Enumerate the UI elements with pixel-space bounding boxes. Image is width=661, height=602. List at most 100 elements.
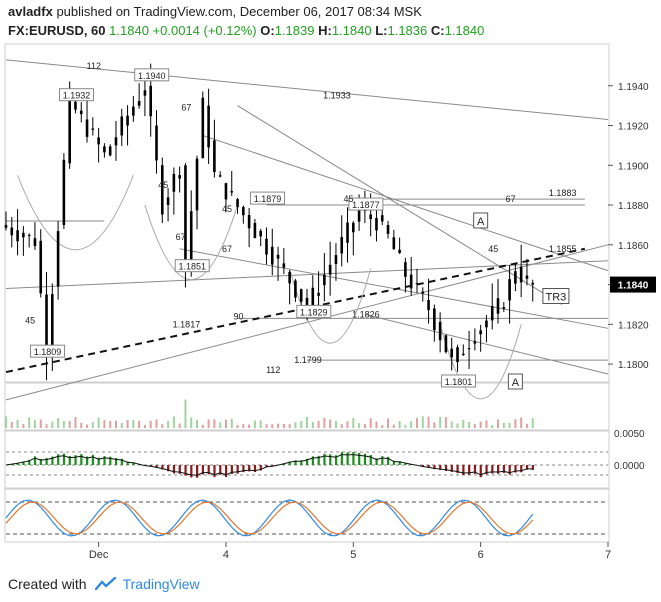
stoch-d-line — [75, 532, 82, 535]
stoch-k-line — [202, 499, 209, 503]
macd-bar — [473, 465, 477, 474]
stoch-d-line — [208, 501, 215, 505]
macd-bar — [97, 457, 100, 465]
macd-signal-line — [503, 470, 510, 474]
stoch-d-line — [439, 518, 447, 527]
macd-bar — [375, 458, 378, 465]
stoch-k-line — [520, 521, 528, 529]
candle-body — [114, 137, 118, 146]
y-tick-label: 1.1920 — [618, 122, 649, 133]
stoch-d-line — [190, 505, 198, 512]
candle-body — [467, 348, 471, 350]
price-label-box — [58, 88, 94, 102]
macd-signal-line — [376, 457, 383, 461]
stoch-k-line — [11, 504, 19, 512]
volume-bar — [294, 422, 297, 428]
macd-signal-line — [52, 455, 59, 459]
volume-bar — [149, 420, 152, 428]
macd-bar — [479, 465, 482, 478]
wave-label-box — [473, 212, 489, 229]
macd-histogram: 0.0000 0.0050 — [5, 429, 645, 478]
candle-body — [247, 214, 251, 229]
price-axis[interactable]: 1.1940 1.1920 1.1900 1.1880 1.1860 1.1840 1.18… — [608, 82, 649, 371]
macd-bar — [155, 465, 158, 468]
macd-bar — [444, 465, 448, 472]
candle-body — [450, 348, 454, 358]
macd-signal-line — [359, 454, 365, 457]
current-price-tag: 1.1840 — [610, 276, 656, 293]
volume-bars — [5, 399, 534, 428]
macd-signal-line — [416, 464, 423, 467]
candle-body — [461, 353, 465, 356]
volume-bar — [439, 416, 442, 428]
volume-bar — [190, 417, 193, 428]
candle-body — [91, 128, 95, 130]
volume-bar — [404, 424, 407, 428]
tradingview-link[interactable]: TradingView — [122, 576, 200, 592]
candle-body — [415, 283, 419, 285]
volume-bar — [132, 419, 135, 428]
candle-body — [218, 175, 222, 177]
macd-bar — [167, 465, 170, 472]
volume-bar — [22, 423, 25, 428]
stoch-d-line — [127, 503, 134, 510]
stoch-d-line — [11, 509, 19, 518]
publish-line: avladfx published on TradingView.com, De… — [8, 4, 422, 19]
stoch-d-line — [515, 530, 522, 535]
stoch-k-line — [399, 518, 406, 527]
stoch-k-line — [92, 510, 100, 519]
macd-signal-line — [451, 470, 458, 473]
stoch-d-line — [433, 525, 441, 532]
volume-bar — [497, 419, 500, 428]
volume-bar — [531, 418, 534, 428]
volume-bar — [28, 417, 31, 428]
stoch-d-line — [243, 531, 250, 535]
tradingview-logo-icon — [94, 577, 116, 591]
macd-signal-line — [179, 471, 186, 475]
volume-bar — [520, 417, 523, 428]
stoch-k-line — [376, 499, 383, 502]
symbol-line: FX:EURUSD, 60 1.1840 +0.0014 (+0.12%) O:… — [8, 23, 484, 38]
x-tick-label: Dec — [89, 549, 109, 561]
annotation-label: 1.1817 — [173, 319, 201, 329]
macd-bar — [363, 453, 367, 465]
macd-signal-line — [457, 471, 464, 474]
candle-body — [62, 159, 66, 225]
y-tick-label: 1.1860 — [618, 241, 649, 252]
macd-bar — [114, 457, 118, 465]
time-axis[interactable]: Dec 4 5 6 7 — [89, 542, 611, 561]
stoch-k-line — [277, 501, 285, 507]
main-pane[interactable] — [4, 43, 610, 383]
stoch-d-line — [416, 530, 424, 535]
macd-bar — [381, 456, 384, 465]
macd-bar — [196, 465, 199, 478]
stoch-k-line — [318, 526, 325, 533]
volume-bar — [62, 420, 65, 428]
stoch-d-line — [451, 506, 458, 514]
stoch-d-line — [300, 503, 308, 509]
stoch-d-line — [271, 511, 279, 519]
stoch-k-line — [480, 510, 487, 519]
stoch-k-line — [306, 511, 314, 521]
high-label: H: — [318, 23, 332, 38]
volume-bar — [219, 422, 222, 428]
volume-bar — [33, 420, 36, 428]
stoch-k-line — [17, 500, 24, 506]
macd-bar — [439, 465, 442, 471]
macd-bar — [392, 460, 396, 465]
candle-body — [74, 101, 77, 110]
macd-bar — [16, 462, 19, 465]
stoch-k-line — [86, 518, 94, 527]
stoch-d-line — [138, 514, 146, 523]
author-name[interactable]: avladfx — [8, 4, 53, 19]
macd-signal-line — [185, 473, 192, 476]
macd-signal-line — [92, 456, 99, 460]
annotation-label: 112 — [266, 365, 280, 375]
macd-bar — [109, 456, 112, 465]
stoch-k-line — [225, 519, 233, 528]
candle-body — [404, 262, 407, 277]
annotation-label: 67 — [222, 244, 232, 254]
stoch-k-line — [46, 513, 53, 522]
macd-bar — [306, 458, 309, 465]
